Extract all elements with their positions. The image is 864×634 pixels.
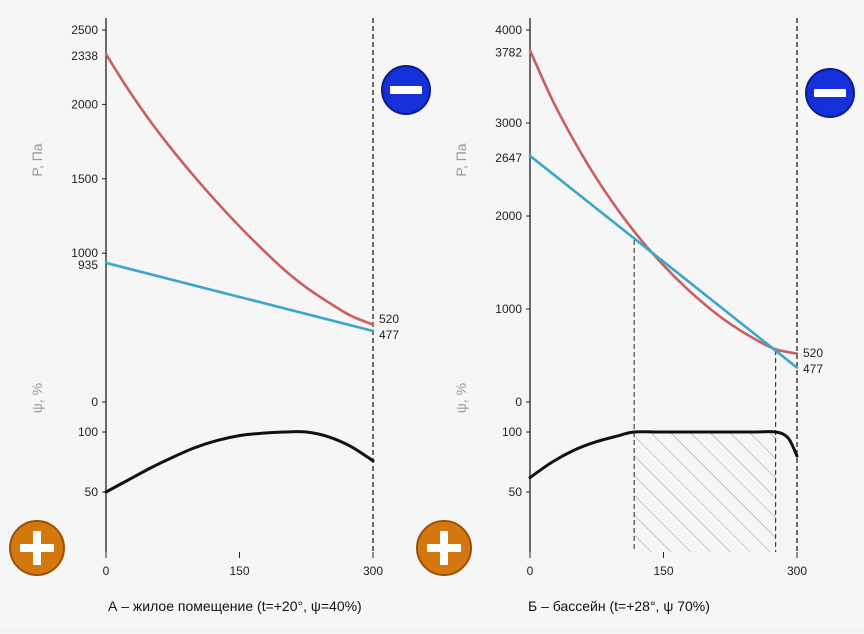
panel1-p-tick-label: 3000 <box>495 116 522 130</box>
panel1-p-tick-label: 0 <box>515 395 522 409</box>
panel0-p-axis-label: P, Па <box>29 143 45 176</box>
panel1-p-special-label: 2647 <box>495 151 522 165</box>
panel0-saturation-pressure-line <box>104 52 375 326</box>
panel0-h-tick-label: 100 <box>78 425 98 439</box>
panel1-caption: Б – бассейн (t=+28°, ψ 70%) <box>528 598 710 614</box>
panel0-x-tick-label: 0 <box>103 564 110 578</box>
panel1-condensation-zone <box>634 432 776 552</box>
panel1-p-tick-label: 2000 <box>495 209 522 223</box>
plus-vbar-icon <box>440 531 448 565</box>
panel1-p-tick-label: 1000 <box>495 302 522 316</box>
panel0-x-tick-label: 300 <box>363 564 383 578</box>
panel0-x-tick-label: 150 <box>229 564 249 578</box>
panel0-p-special-label: 2338 <box>71 49 98 63</box>
panel0-p-tick-label: 0 <box>91 395 98 409</box>
panel1-x-tick-label: 0 <box>527 564 534 578</box>
panel0-h-tick-label: 50 <box>85 485 99 499</box>
panel1-x-tick-label: 300 <box>787 564 807 578</box>
panel0-end-label: 520 <box>379 312 399 326</box>
panel0-caption: А – жилое помещение (t=+20°, ψ=40%) <box>108 598 362 614</box>
plus-vbar-icon <box>33 531 41 565</box>
panel1-end-label: 477 <box>803 362 823 376</box>
panel1-x-tick-label: 150 <box>653 564 673 578</box>
panel0-p-tick-label: 1000 <box>71 246 98 260</box>
panel1-p-special-label: 3782 <box>495 45 522 59</box>
minus-bar-icon <box>814 89 846 97</box>
panel0-humidity-line <box>104 430 375 494</box>
panel1-h-tick-label: 50 <box>509 485 523 499</box>
panel1-h-tick-label: 100 <box>502 425 522 439</box>
panel1-h-axis-label: ψ, % <box>453 383 469 413</box>
panel1-end-label: 520 <box>803 346 823 360</box>
panel0-end-label: 477 <box>379 328 399 342</box>
panel1-humidity-line <box>528 430 799 480</box>
panel1-p-axis-label: P, Па <box>453 143 469 176</box>
panel0-h-axis-label: ψ, % <box>29 383 45 413</box>
panel0-p-tick-label: 2500 <box>71 23 98 37</box>
panel1-saturation-pressure-line <box>528 49 799 355</box>
panel0-p-special-label: 935 <box>78 258 98 272</box>
minus-bar-icon <box>390 86 422 94</box>
panel0-p-tick-label: 2000 <box>71 97 98 111</box>
panel0-actual-pressure-line <box>104 261 375 333</box>
panel1-actual-pressure-line <box>528 154 799 369</box>
panel0-p-tick-label: 1500 <box>71 172 98 186</box>
panel1-p-tick-label: 4000 <box>495 23 522 37</box>
